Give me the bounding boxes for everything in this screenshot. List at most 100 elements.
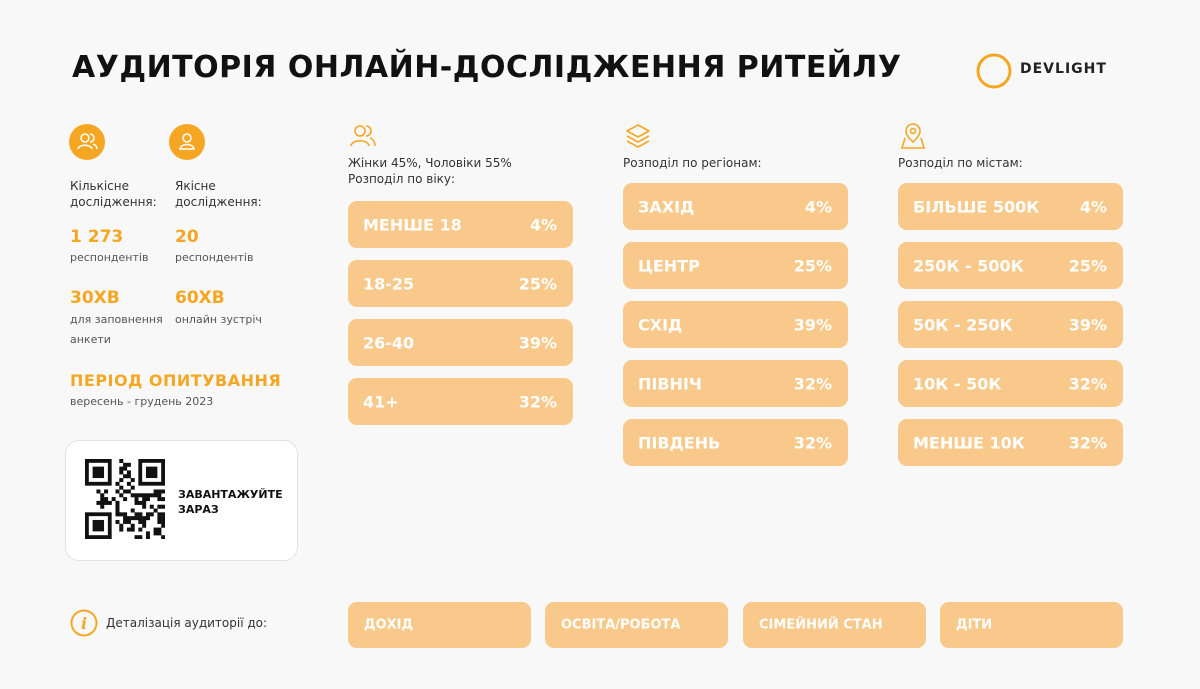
row-value: 32% <box>1068 374 1107 393</box>
qr-cell <box>130 485 135 490</box>
qr-cell <box>145 493 150 498</box>
qr-cell <box>153 531 158 536</box>
qr-cell <box>115 489 120 494</box>
qr-cell <box>96 500 101 505</box>
stat-row: ЗАХІД 4% <box>623 183 848 230</box>
qr-cell <box>130 478 135 483</box>
map-icon <box>900 123 926 149</box>
qr-cell <box>111 497 116 502</box>
qr-cell <box>134 497 139 502</box>
stat-row: ЦЕНТР 25% <box>623 242 848 289</box>
qr-cell <box>142 516 147 521</box>
qr-cell <box>126 470 131 475</box>
row-label: СХІД <box>638 315 683 334</box>
people-icon <box>350 125 376 147</box>
qr-code <box>85 459 165 539</box>
qr-cell <box>138 493 143 498</box>
qr-cell <box>142 504 147 509</box>
qr-cell <box>92 519 105 532</box>
detail-button[interactable]: СІМЕЙНИЙ СТАН <box>743 602 926 648</box>
qr-cell <box>134 516 139 521</box>
stat-row: 10К - 50К 32% <box>898 360 1123 407</box>
qr-cell <box>96 489 101 494</box>
qr-cell <box>104 497 109 502</box>
qr-cell <box>115 500 120 505</box>
detail-button[interactable]: ДОХІД <box>348 602 531 648</box>
quant-time: 30ХВ <box>70 288 120 308</box>
qr-cell <box>138 519 143 524</box>
qr-cell <box>130 516 135 521</box>
qr-cell <box>145 535 150 539</box>
qr-cell <box>161 512 165 517</box>
qr-cell <box>138 500 143 505</box>
qual-count-label: респондентів <box>175 251 254 264</box>
stat-row: 18-25 25% <box>348 260 573 307</box>
qr-cell <box>142 497 147 502</box>
row-value: 4% <box>1079 197 1107 216</box>
qr-cell <box>157 512 162 517</box>
qr-cell <box>153 493 158 498</box>
qr-cell <box>130 523 135 528</box>
row-label: 50К - 250К <box>913 315 1013 334</box>
button-label: СІМЕЙНИЙ СТАН <box>759 617 883 633</box>
qr-cell <box>138 527 143 532</box>
title: АУДИТОРІЯ ОНЛАЙН-ДОСЛІДЖЕННЯ РИТЕЙЛУ <box>72 50 902 85</box>
button-label: ДОХІД <box>364 617 414 633</box>
row-label: ЗАХІД <box>638 197 695 216</box>
quant-label: Кількісне дослідження: <box>70 179 157 209</box>
row-value: 32% <box>793 374 832 393</box>
quant-count: 1 273 <box>70 227 124 247</box>
qr-cell <box>119 478 124 483</box>
row-value: 25% <box>793 256 832 275</box>
logo-mark <box>976 53 1012 89</box>
qr-cell <box>126 519 131 524</box>
qr-cell <box>123 462 128 467</box>
layers-icon <box>626 124 650 148</box>
qr-cell <box>123 489 128 494</box>
qr-cell <box>119 493 124 498</box>
qr-cell <box>119 470 124 475</box>
row-value: 25% <box>518 274 557 293</box>
qr-cell <box>104 500 109 505</box>
qr-cell <box>130 493 135 498</box>
row-value: 39% <box>1068 315 1107 334</box>
stat-row: СХІД 39% <box>623 301 848 348</box>
qr-cell <box>145 497 150 502</box>
detail-button[interactable]: ДІТИ <box>940 602 1123 648</box>
qual-label: Якісне дослідження: <box>175 179 262 209</box>
qr-cell <box>134 535 139 539</box>
qr-cell <box>115 504 120 509</box>
qr-cell <box>149 493 154 498</box>
period-text: вересень - грудень 2023 <box>70 395 214 408</box>
row-label: МЕНШЕ 18 <box>363 215 462 234</box>
stat-row: МЕНШЕ 10К 32% <box>898 419 1123 466</box>
qr-cell <box>153 489 158 494</box>
qr-cell <box>142 500 147 505</box>
qr-cell <box>161 516 165 521</box>
qr-cell <box>161 523 165 528</box>
stat-row: МЕНШЕ 18 4% <box>348 201 573 248</box>
quant-time-label: для заповнення анкети <box>70 313 163 346</box>
row-value: 39% <box>518 333 557 352</box>
detail-button[interactable]: ОСВІТА/РОБОТА <box>545 602 728 648</box>
qual-time-label: онлайн зустріч <box>175 313 262 326</box>
qr-cell <box>134 500 139 505</box>
qr-cell <box>161 497 165 502</box>
qr-cell <box>149 504 154 509</box>
qr-cell <box>126 489 131 494</box>
qr-cell <box>157 497 162 502</box>
row-label: ПІВДЕНЬ <box>638 433 721 452</box>
qr-cell <box>161 504 165 509</box>
stat-row: 26-40 39% <box>348 319 573 366</box>
button-label: ДІТИ <box>956 617 993 633</box>
qr-text: ЗАВАНТАЖУЙТЕ ЗАРАЗ <box>178 488 283 516</box>
qr-cell <box>145 512 150 517</box>
row-value: 32% <box>1068 433 1107 452</box>
person-icon <box>169 124 205 160</box>
column-caption: Розподіл по регіонам: <box>623 156 762 170</box>
group-icon <box>69 124 105 160</box>
qr-cell <box>157 519 162 524</box>
qr-cell <box>115 519 120 524</box>
qr-cell <box>107 500 112 505</box>
qr-cell <box>126 527 131 532</box>
